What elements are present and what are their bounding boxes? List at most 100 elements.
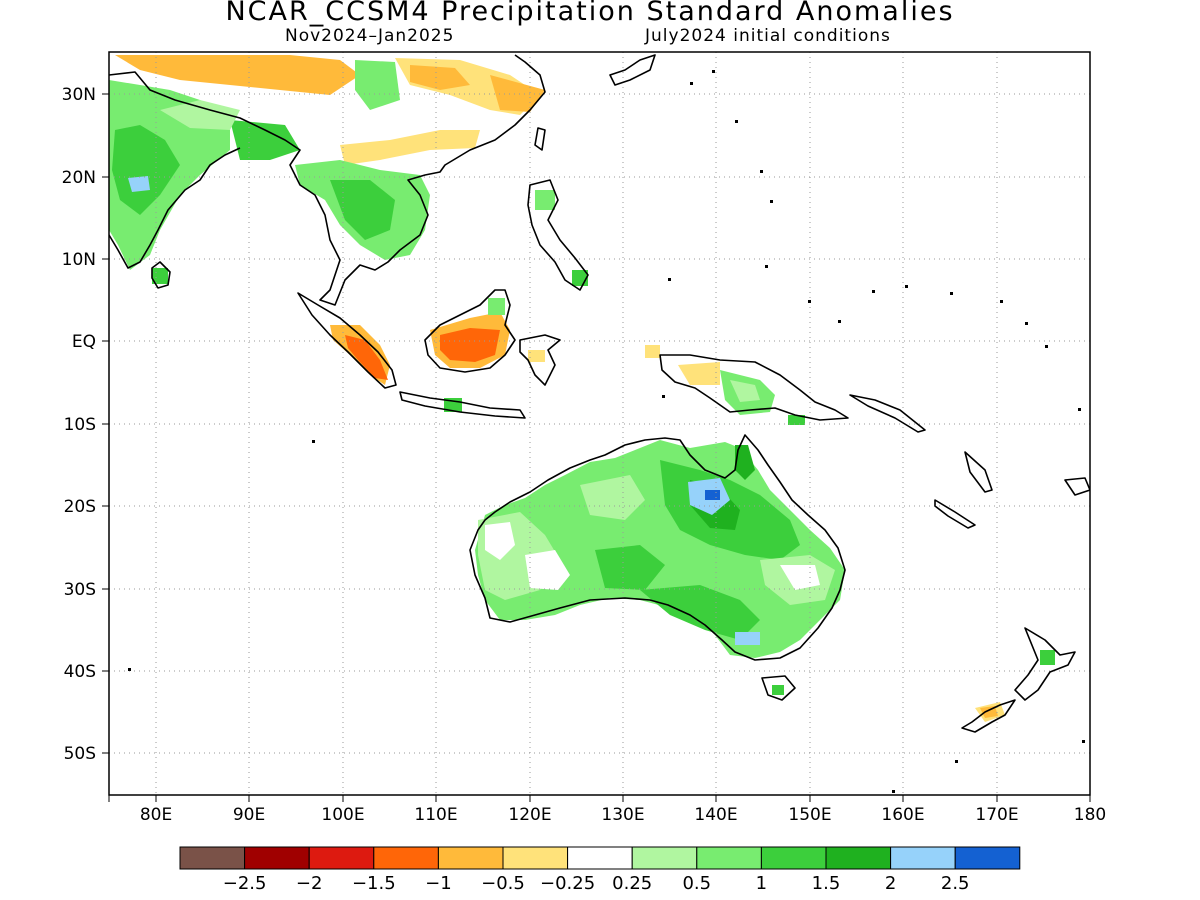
anomaly-east-china-negative (490, 75, 545, 112)
coast-australia (469, 434, 846, 661)
colorbar-label: 0.5 (682, 873, 711, 894)
anomaly-nsw-neutral (780, 565, 820, 590)
map-title: NCAR_CCSM4 Precipitation Standard Anomal… (225, 0, 955, 27)
lat-label: EQ (72, 332, 96, 352)
lon-label: 160E (881, 805, 924, 825)
colorbar-label: −1.5 (352, 873, 396, 894)
anomaly-australia-neutral-west (485, 522, 515, 560)
colorbar-swatch (890, 846, 956, 870)
anomaly-sumatra-core (345, 335, 388, 380)
coast-new-zealand-north (1014, 627, 1076, 701)
colorbar-label: −2 (296, 873, 323, 894)
map-plot (109, 52, 1090, 795)
anomaly-borneo-core (440, 328, 500, 362)
anomaly-queensland-peak (705, 490, 720, 500)
lon-label: 110E (414, 805, 457, 825)
lon-label: 140E (694, 805, 737, 825)
colorbar-label: 2 (885, 873, 896, 894)
colorbar-label: 2.5 (941, 873, 970, 894)
lat-label: 50S (64, 744, 96, 764)
lat-label: 10N (62, 250, 96, 270)
lon-label: 130E (601, 805, 644, 825)
colorbar-label: 0.25 (612, 873, 652, 894)
lon-label: 80E (140, 805, 172, 825)
anomaly-tasmania (772, 685, 784, 695)
coast-new-caledonia (964, 451, 993, 493)
coast-sri-lanka (151, 261, 171, 289)
coast-new-zealand-south (961, 699, 1016, 733)
coast-java (399, 391, 526, 419)
anomaly-fields (109, 55, 1055, 722)
anomaly-new-guinea-weak (730, 380, 760, 402)
colorbar: −2.5 −2 −1.5 −1 −0.5 −0.25 0.25 0.5 1 1.5 2 2.5 (179, 846, 1021, 894)
colorbar-swatch (244, 846, 310, 870)
colorbar-label: 1.5 (812, 873, 841, 894)
lat-label: 30S (64, 580, 96, 600)
lon-label: 180 (1074, 805, 1106, 825)
anomaly-victoria-high (735, 632, 760, 645)
coast-fiji (1064, 477, 1090, 496)
map-grid (109, 52, 1090, 795)
lon-label: 100E (321, 805, 364, 825)
anomaly-india-interior (112, 125, 180, 215)
anomaly-himalaya-positive (160, 100, 240, 130)
coast-taiwan (534, 127, 546, 151)
colorbar-swatch (954, 846, 1021, 870)
colorbar-label: −0.5 (481, 873, 525, 894)
anomaly-australia-neutral-sw (525, 550, 570, 590)
lon-label: 150E (788, 805, 831, 825)
anomaly-png-east (788, 415, 805, 425)
coast-new-guinea (659, 354, 849, 421)
coast-sulawesi (519, 334, 561, 386)
coast-asia-mainland (109, 54, 546, 306)
colorbar-swatch (373, 846, 439, 870)
colorbar-label: 1 (756, 873, 767, 894)
coast-japan (609, 54, 656, 86)
lat-label: 40S (64, 662, 96, 682)
anomaly-indochina-core (330, 180, 395, 240)
colorbar-swatch (825, 846, 892, 870)
coast-philippines (527, 179, 589, 291)
coast-tasmania (761, 675, 796, 701)
anomaly-new-guinea-negative (678, 362, 720, 385)
anomaly-australia-weak-central (580, 475, 645, 520)
lon-label: 90E (233, 805, 265, 825)
anomaly-sulawesi (528, 350, 545, 362)
anomaly-borneo-north (488, 298, 505, 315)
anomaly-nz-south (980, 706, 998, 718)
initial-conditions: July2024 initial conditions (645, 26, 891, 46)
anomaly-luzon (535, 190, 555, 210)
lon-label: 170E (975, 805, 1018, 825)
anomaly-china-negative (115, 55, 360, 95)
lon-labels: 80E 90E 100E 110E 120E 130E 140E 150E 16… (140, 805, 1106, 825)
coast-borneo (424, 289, 516, 373)
colorbar-label: −0.25 (540, 873, 595, 894)
coastlines (109, 54, 1090, 733)
colorbar-swatch (179, 846, 246, 870)
lat-label: 20S (64, 497, 96, 517)
colorbar-swatch (308, 846, 375, 870)
colorbar-swatch (631, 846, 698, 870)
colorbar-swatch (696, 846, 762, 870)
colorbar-swatch (760, 846, 827, 870)
colorbar-swatch (502, 846, 569, 870)
anomaly-bangladesh (230, 120, 300, 160)
colorbar-swatch (437, 846, 504, 870)
lat-label: 30N (62, 85, 96, 105)
colorbar-label: −1 (425, 873, 452, 894)
coast-vanuatu (934, 499, 976, 529)
coast-india (109, 147, 241, 269)
colorbar-swatch (567, 846, 633, 870)
axis-ticks (102, 93, 1091, 802)
anomaly-queensland-strong (735, 445, 755, 480)
anomaly-tibet-positive (355, 60, 400, 110)
anomaly-moluccas (645, 345, 660, 358)
lat-label: 20N (62, 168, 96, 188)
coast-solomons (849, 394, 926, 433)
anomaly-china-weak-negative-band (340, 130, 480, 165)
anomaly-china-negative-core (410, 65, 470, 90)
anomaly-india-patch (128, 176, 150, 192)
lat-label: 10S (64, 415, 96, 435)
lon-label: 120E (508, 805, 551, 825)
